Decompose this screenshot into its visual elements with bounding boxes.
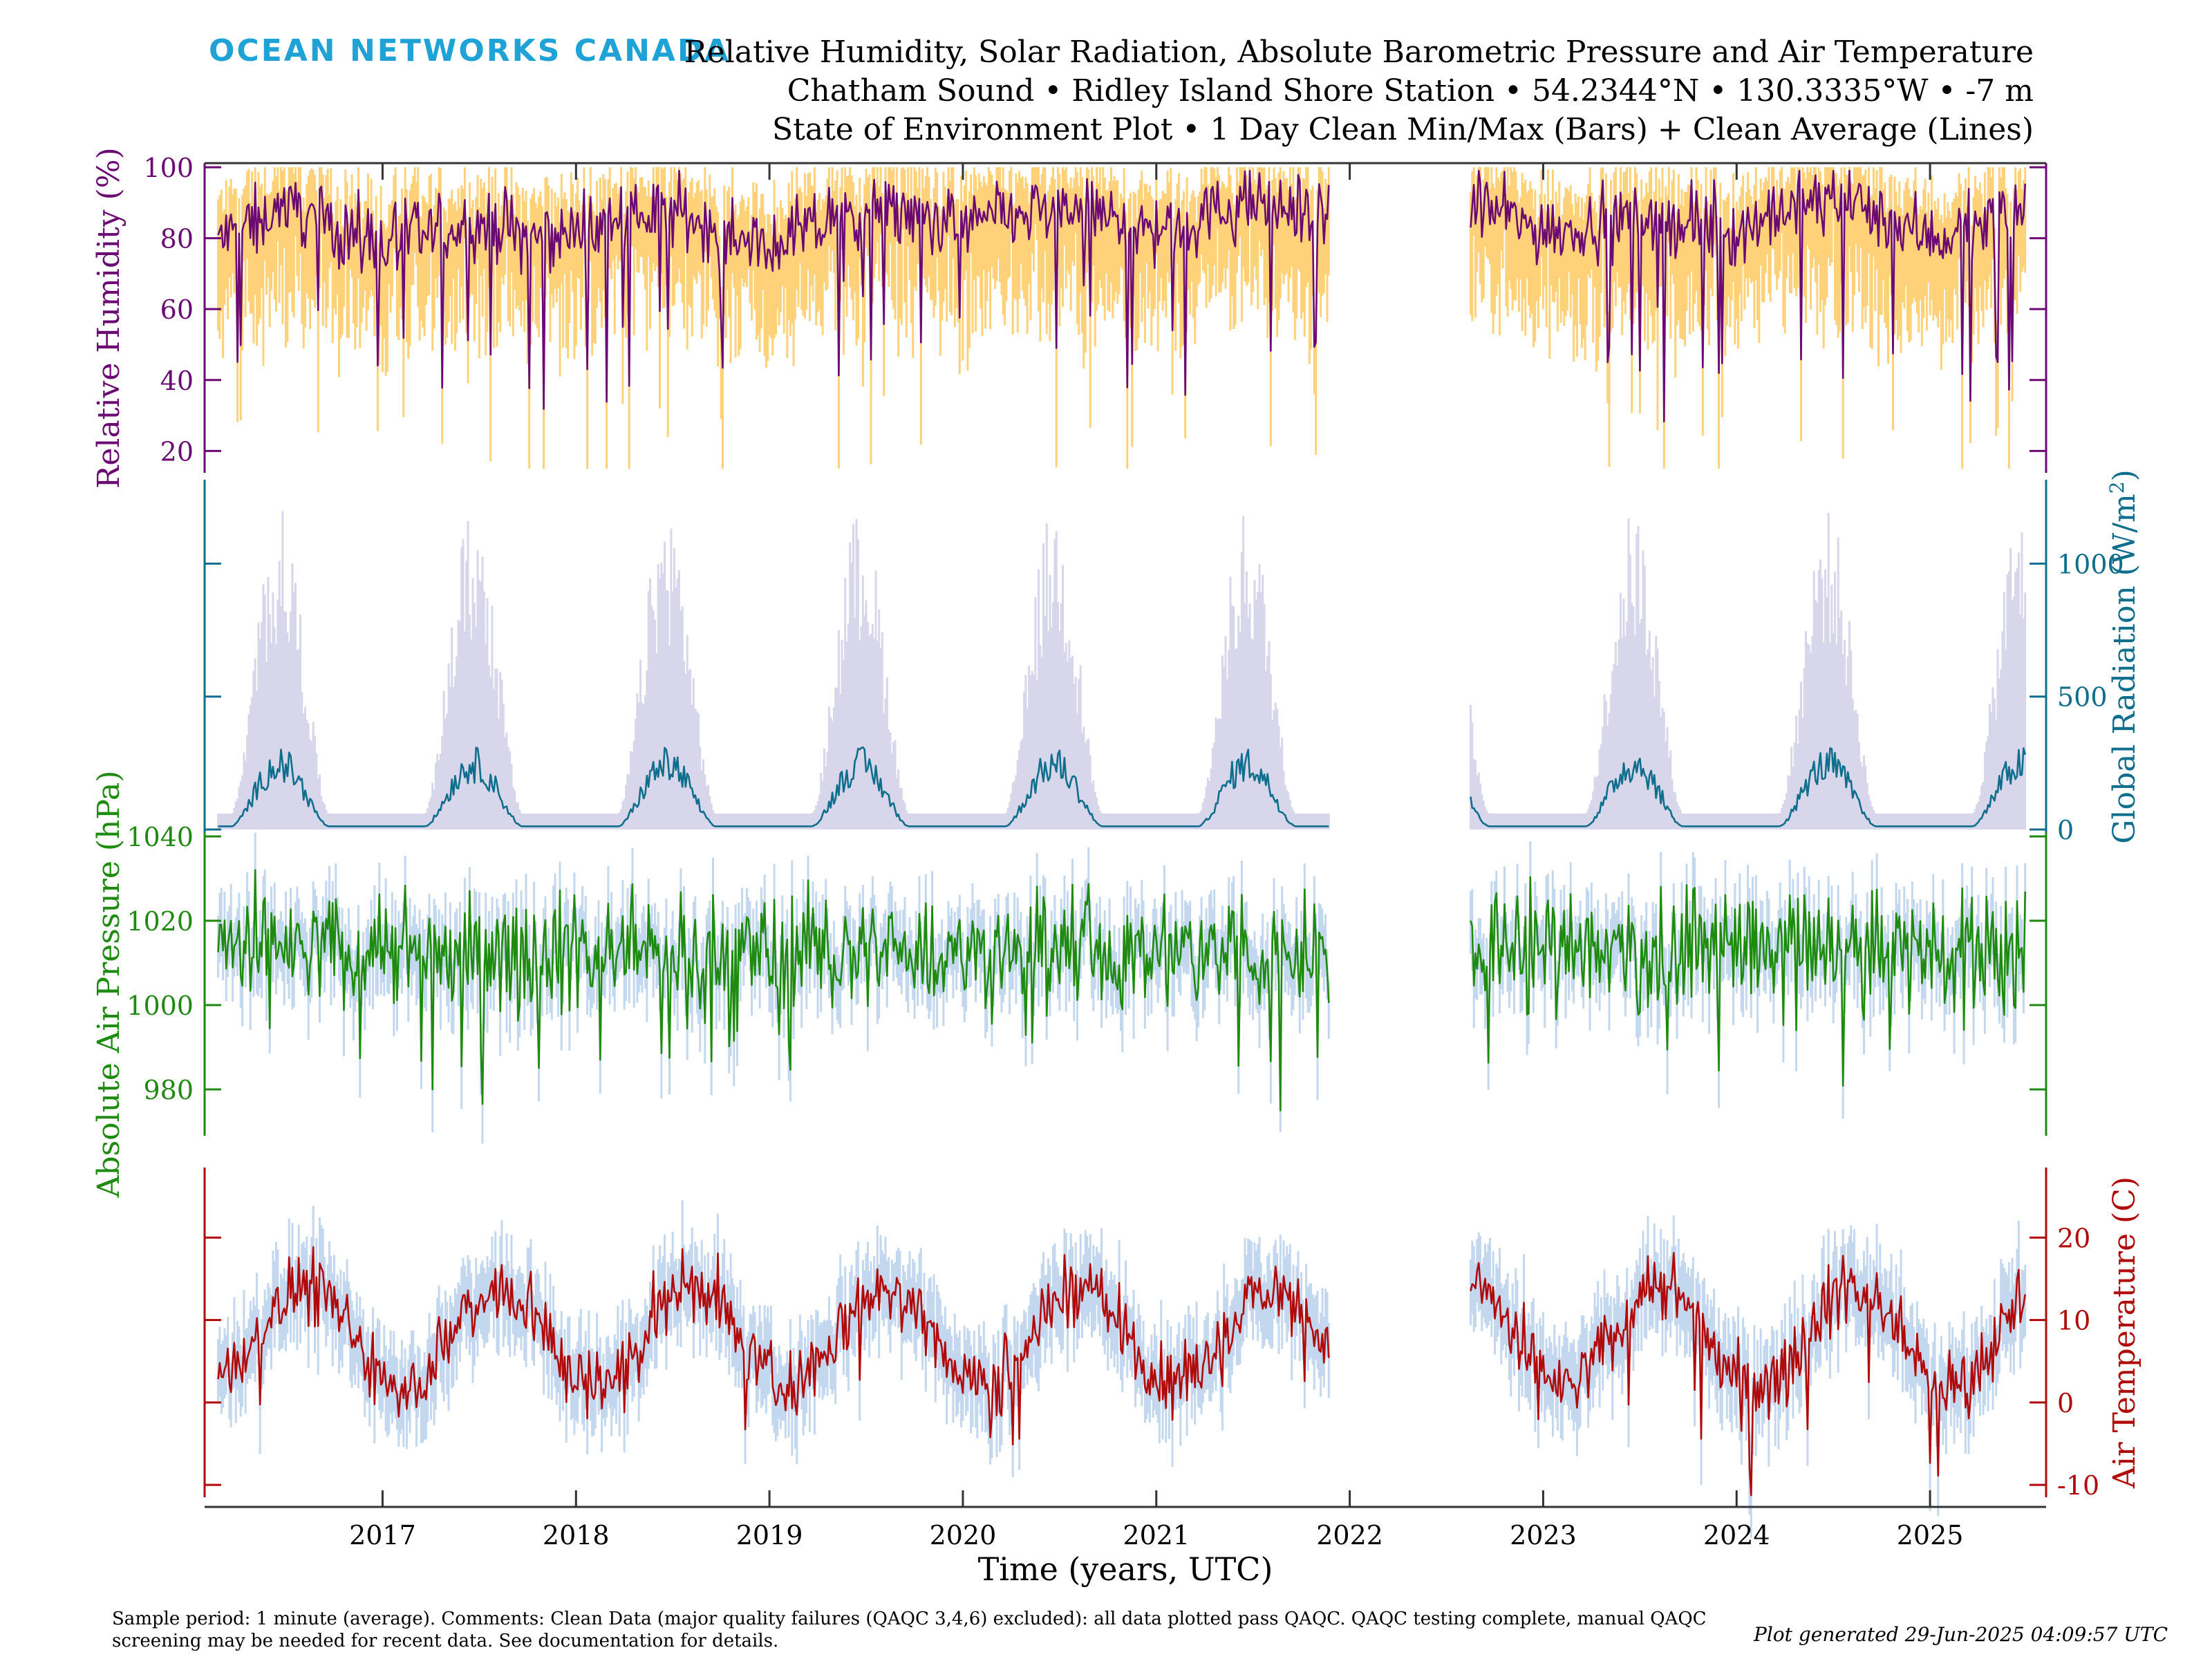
humidity-axis-label: Relative Humidity (%) xyxy=(91,147,126,489)
humidity-average-line-2 xyxy=(1470,169,2026,422)
x-tick-label-2023: 2023 xyxy=(1510,1520,1577,1550)
pressure-tick-label-1020: 1020 xyxy=(126,906,194,937)
ocean-networks-canada-logo: OCEAN NETWORKS CANADA xyxy=(209,33,731,68)
temperature-tick-label-20: 20 xyxy=(2057,1223,2090,1253)
temperature-min-max-bars xyxy=(217,1200,2027,1539)
x-tick-label-2019: 2019 xyxy=(736,1520,803,1550)
humidity-tick-label-80: 80 xyxy=(160,224,194,254)
x-tick-label-2018: 2018 xyxy=(543,1520,610,1550)
x-tick-label-2024: 2024 xyxy=(1703,1520,1770,1550)
radiation-tick-label-0: 0 xyxy=(2057,815,2074,845)
temperature-tick-label-0: 0 xyxy=(2057,1388,2074,1418)
radiation-tick-label-500: 500 xyxy=(2057,682,2108,713)
pressure-tick-label-980: 980 xyxy=(143,1075,194,1105)
humidity-tick-label-40: 40 xyxy=(160,366,194,396)
pressure-tick-label-1000: 1000 xyxy=(126,991,194,1021)
x-tick-label-2025: 2025 xyxy=(1897,1520,1964,1550)
radiation-min-max-bars xyxy=(217,511,2027,830)
temperature-axis-label: Air Temperature (C) xyxy=(2107,1177,2142,1489)
x-tick-label-2022: 2022 xyxy=(1316,1520,1383,1550)
chart-title-line-1: Relative Humidity, Solar Radiation, Abso… xyxy=(684,35,2034,70)
pressure-min-max-bars xyxy=(217,832,2027,1144)
radiation-axis-label: Global Radiation (W/m2) xyxy=(2106,469,2143,844)
x-axis-label: Time (years, UTC) xyxy=(978,1550,1273,1588)
plot-generated-timestamp: Plot generated 29-Jun-2025 04:09:57 UTC xyxy=(1754,1623,2168,1646)
pressure-average-line-2 xyxy=(1470,876,2026,1087)
humidity-tick-label-20: 20 xyxy=(160,436,194,467)
temperature-average-line-1 xyxy=(217,1246,1330,1445)
x-tick-label-2017: 2017 xyxy=(349,1520,416,1550)
humidity-average-line-1 xyxy=(217,169,1330,410)
pressure-axis-label: Absolute Air Pressure (hPa) xyxy=(91,771,126,1199)
x-tick-label-2020: 2020 xyxy=(930,1520,997,1550)
pressure-tick-label-1040: 1040 xyxy=(126,822,194,852)
humidity-tick-label-60: 60 xyxy=(160,294,194,325)
radiation-tick-label-1000: 1000 xyxy=(2057,549,2124,579)
humidity-tick-label-100: 100 xyxy=(143,153,194,183)
footer-comment: Sample period: 1 minute (average). Comme… xyxy=(112,1609,1707,1651)
pressure-average-line-1 xyxy=(217,869,1330,1112)
x-tick-label-2021: 2021 xyxy=(1123,1520,1190,1550)
chart-title-line-2: Chatham Sound • Ridley Island Shore Stat… xyxy=(787,73,2034,109)
radiation-average-line-2 xyxy=(1470,747,2026,827)
average-lines-layer xyxy=(217,169,2026,1497)
chart-title-line-3: State of Environment Plot • 1 Day Clean … xyxy=(772,112,2034,147)
radiation-average-line-1 xyxy=(218,746,1329,827)
temperature-tick-label-10: 10 xyxy=(2057,1306,2090,1336)
min-max-bars-layer xyxy=(217,167,2027,1539)
temperature-tick-label--10: -10 xyxy=(2057,1470,2099,1501)
temperature-average-line-2 xyxy=(1470,1252,2026,1497)
